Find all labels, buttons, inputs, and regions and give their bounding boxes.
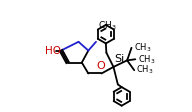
Text: HO: HO <box>45 46 61 56</box>
Text: O: O <box>97 61 105 71</box>
Text: Si: Si <box>114 54 124 64</box>
Text: CH$_3$: CH$_3$ <box>137 53 155 66</box>
Text: CH$_3$: CH$_3$ <box>136 64 154 76</box>
Text: CH$_3$: CH$_3$ <box>98 19 117 32</box>
Text: CH$_3$: CH$_3$ <box>134 42 151 54</box>
